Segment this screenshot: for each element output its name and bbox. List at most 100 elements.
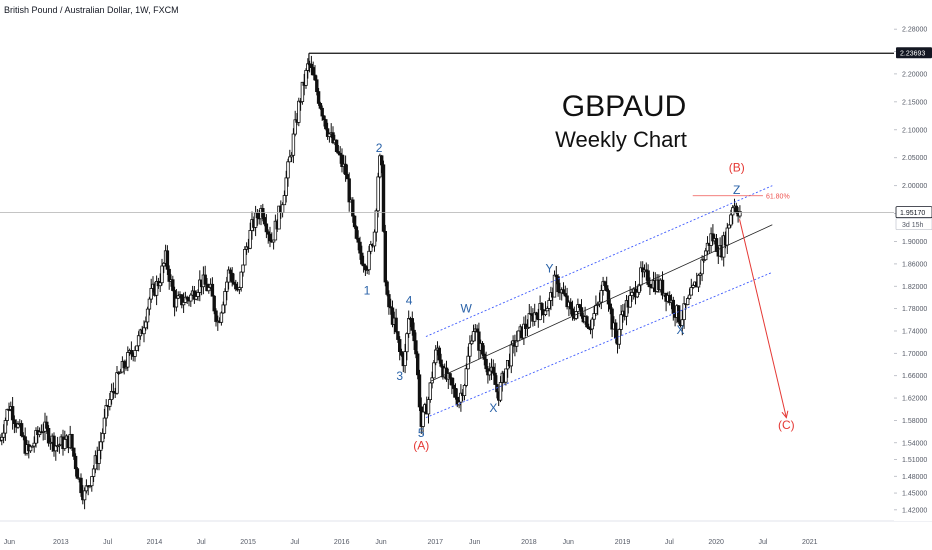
candle-body (334, 139, 339, 153)
candle-body (734, 205, 738, 213)
time-tick-label: Jul (197, 539, 206, 546)
price-tick-label: 1.51000 (902, 457, 927, 464)
wave-label: Y (545, 261, 553, 275)
candle-body (689, 286, 693, 296)
channel-line-lower (425, 271, 773, 419)
candle-body (48, 441, 53, 444)
price-tick-label: 1.90000 (902, 239, 927, 246)
time-axis[interactable]: Jun 2013 Jul 2014 Jul 2015 Jul 2016 Jun 2017 Jun 20… (4, 539, 818, 546)
chart-annotation-subtitle: Weekly Chart (555, 127, 687, 152)
candle-body (414, 340, 418, 355)
candle-body (158, 282, 162, 287)
candle-body (738, 210, 742, 217)
candle-body (207, 287, 211, 292)
candle-body (376, 176, 380, 212)
candle-body (223, 290, 227, 306)
candle-body (515, 340, 519, 347)
price-tick-label: 1.62000 (902, 396, 927, 403)
wave-label: 5 (418, 426, 425, 440)
candle-body (147, 298, 152, 310)
candle-body (630, 291, 634, 296)
candle-body (410, 318, 414, 331)
countdown-badge-label: 3d 15h (902, 222, 924, 229)
candle-body (327, 133, 332, 137)
candle-body (569, 301, 573, 310)
candle-body (590, 318, 594, 330)
candle-body (556, 276, 560, 293)
candle-body (45, 421, 49, 429)
time-tick-label: Jun (375, 539, 386, 546)
candle-body (702, 259, 706, 262)
candle-body (133, 349, 137, 357)
candle-body (12, 419, 17, 424)
candle-body (70, 433, 74, 449)
price-tick-label: 1.58000 (902, 418, 927, 425)
candle-body (262, 217, 267, 225)
candle-body (379, 155, 384, 166)
candle-body (75, 468, 80, 479)
candle-body (606, 290, 611, 305)
candle-body (354, 226, 359, 239)
current-price-badge (895, 206, 932, 219)
candle-body (594, 304, 598, 314)
time-tick-label: 2018 (521, 539, 537, 546)
high-price-badge (896, 47, 932, 59)
candle-body (484, 358, 488, 370)
candle-body (129, 349, 134, 355)
price-axis[interactable]: 2.280002.240002.200002.150002.100002.050… (894, 0, 932, 521)
candle-body (421, 411, 425, 427)
candle-body (671, 299, 675, 314)
candle-body (561, 289, 566, 294)
trendlines-layer: 61.80% (0, 52, 894, 419)
wave-label: X (489, 401, 497, 415)
price-tick-label: 1.42000 (902, 507, 927, 514)
candle-body (731, 207, 735, 216)
candle-body (52, 435, 56, 452)
candle-body (437, 347, 441, 361)
candle-body (428, 382, 432, 400)
candle-body (214, 310, 218, 322)
candle-body (358, 241, 362, 254)
symbol-title: British Pound / Australian Dollar, 1W, F… (4, 5, 179, 15)
candle-body (614, 322, 618, 339)
candle-body (3, 420, 8, 434)
time-tick-label: Jun (4, 539, 15, 546)
candle-body (487, 370, 492, 376)
candle-body (374, 210, 378, 233)
candle-body (677, 305, 681, 323)
candle-body (142, 327, 146, 335)
candle-body (352, 215, 357, 228)
price-tick-label: 1.54000 (902, 440, 927, 447)
time-tick-label: 2016 (334, 539, 350, 546)
candle-body (234, 283, 238, 290)
candle-body (189, 294, 193, 302)
candle-body (426, 399, 431, 415)
wave-label: X (677, 323, 685, 337)
candle-body (100, 432, 105, 443)
candle-body (97, 449, 101, 464)
candle-body (462, 384, 467, 396)
time-tick-label: 2021 (802, 539, 818, 546)
candle-body (91, 468, 96, 477)
time-tick-label: Jul (290, 539, 299, 546)
candle-body (313, 74, 317, 81)
wave-label: Z (733, 183, 740, 197)
candle-body (565, 295, 569, 308)
candle-body (73, 455, 78, 470)
candle-body (480, 342, 485, 355)
candle-body (439, 359, 443, 367)
price-tick-label: 1.70000 (902, 351, 927, 358)
candle-body (363, 265, 368, 271)
price-tick-label: 1.86000 (902, 261, 927, 268)
candle-body (691, 284, 695, 288)
candle-body (360, 252, 364, 265)
candle-body (403, 351, 407, 367)
candle-body (367, 250, 371, 271)
candle-body (324, 119, 328, 130)
time-tick-label: Jul (665, 539, 674, 546)
candle-body (219, 312, 224, 323)
candle-body (322, 115, 326, 120)
candle-body (271, 239, 276, 243)
time-tick-label: 2013 (53, 539, 69, 546)
